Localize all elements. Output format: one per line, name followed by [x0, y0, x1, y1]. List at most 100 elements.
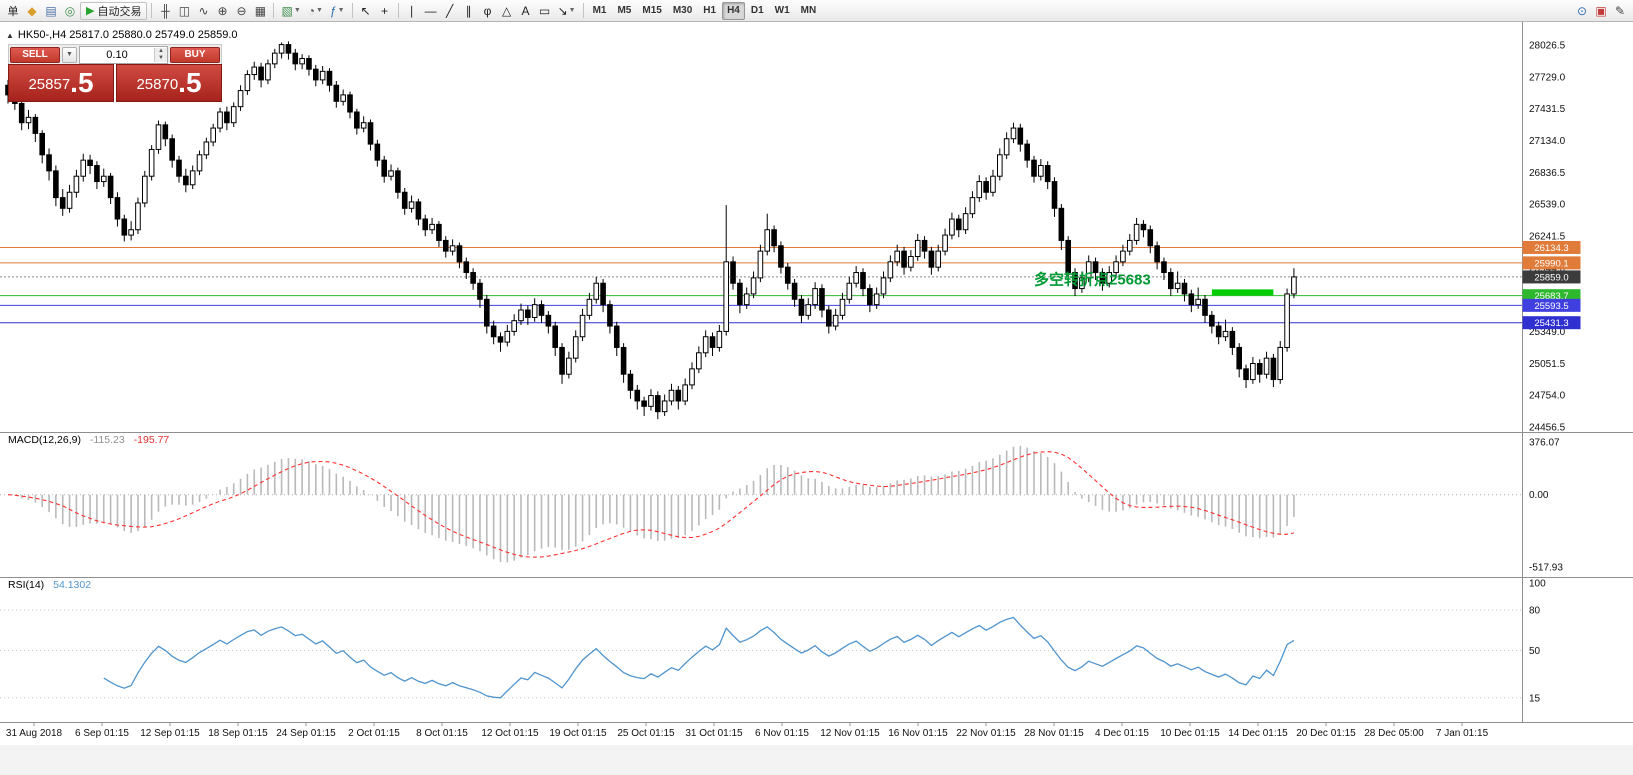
- arrows-tool-icon[interactable]: ↘ ▼: [555, 2, 579, 20]
- candle: [135, 202, 141, 231]
- trendline-icon[interactable]: ╱: [441, 2, 459, 20]
- candle: [1181, 282, 1188, 295]
- profiles-icon[interactable]: ◔ ▼: [305, 2, 326, 20]
- bar-chart-mode-icon[interactable]: ╫: [156, 2, 174, 20]
- order-options-dropdown[interactable]: ▼: [62, 46, 77, 63]
- candle: [723, 261, 730, 332]
- zoom-out-icon[interactable]: ⊖: [232, 2, 250, 20]
- vertical-line-icon[interactable]: ∣: [403, 2, 421, 20]
- panel-separators[interactable]: [0, 22, 1633, 723]
- text-label-icon[interactable]: ▭: [536, 2, 554, 20]
- new-order-label[interactable]: 单: [4, 2, 22, 20]
- candle: [497, 336, 504, 343]
- svg-text:25349.0: 25349.0: [1529, 327, 1566, 338]
- candle: [1126, 239, 1133, 252]
- candle: [545, 314, 552, 327]
- shapes-icon[interactable]: △: [498, 2, 516, 20]
- candle: [600, 282, 606, 306]
- crosshair-icon[interactable]: +: [376, 2, 394, 20]
- new-chart-icon[interactable]: ▧ ▼: [278, 2, 303, 20]
- timeframe-w1[interactable]: W1: [770, 2, 795, 20]
- data-window-icon-glyph: ▤: [45, 3, 57, 18]
- panel-collapse-icon[interactable]: ▲: [6, 30, 14, 40]
- svg-text:6 Nov 01:15: 6 Nov 01:15: [755, 728, 809, 739]
- volume-input[interactable]: [80, 47, 154, 62]
- timeframe-d1[interactable]: D1: [746, 2, 769, 20]
- buy-price-display[interactable]: 25870 .5: [116, 64, 222, 102]
- candle: [1079, 277, 1085, 290]
- candle: [709, 336, 716, 348]
- horizontal-line-icon[interactable]: —: [422, 2, 440, 20]
- candle: [531, 304, 538, 318]
- text-tool-icon[interactable]: A: [517, 2, 535, 20]
- svg-text:25431.3: 25431.3: [1534, 318, 1568, 329]
- candle: [100, 175, 107, 183]
- candle: [142, 175, 148, 204]
- cursor-icon[interactable]: ↖: [357, 2, 375, 20]
- candle: [333, 84, 340, 102]
- svg-text:31 Aug 2018: 31 Aug 2018: [6, 728, 63, 739]
- toolbar-separator: [582, 3, 584, 18]
- timeframe-m1[interactable]: M1: [588, 2, 612, 20]
- autotrade-button[interactable]: ▶ 自动交易: [80, 1, 148, 20]
- candle: [347, 94, 353, 113]
- channel-icon-glyph: ∥: [465, 3, 472, 18]
- timeframe-h1[interactable]: H1: [698, 2, 721, 20]
- candle: [1202, 298, 1208, 316]
- time-axis[interactable]: 31 Aug 2018 6 Sep 01:15 12 Sep 01:15 18 Sep…: [6, 722, 1489, 739]
- timeframe-mn[interactable]: MN: [796, 2, 822, 20]
- timeframe-m15[interactable]: M15: [637, 2, 666, 20]
- candle: [1140, 223, 1147, 231]
- price-axis[interactable]: 28026.5 27729.0 27431.5 27134.0 26836.5 26539…: [1529, 40, 1566, 433]
- candle: [121, 218, 128, 236]
- line-chart-mode-icon[interactable]: ∿: [194, 2, 212, 20]
- candle: [401, 191, 408, 209]
- chart-annotation[interactable]: 多空转折点25683: [1034, 270, 1274, 296]
- candle: [18, 102, 25, 124]
- timeframe-m30[interactable]: M30: [668, 2, 697, 20]
- svg-text:26836.5: 26836.5: [1529, 168, 1566, 179]
- chart-ohlc-label: ▲ HK50-,H4 25817.0 25880.0 25749.0 25859…: [6, 29, 238, 41]
- palette-icon[interactable]: ▣: [1592, 2, 1610, 20]
- svg-text:19 Oct 01:15: 19 Oct 01:15: [549, 728, 607, 739]
- candlestick-mode-icon[interactable]: ◫: [175, 2, 193, 20]
- candle: [1038, 165, 1044, 177]
- candle: [682, 384, 688, 402]
- zoom-in-icon[interactable]: ⊕: [213, 2, 231, 20]
- channel-icon[interactable]: ∥: [460, 2, 478, 20]
- sell-price-display[interactable]: 25857 .5: [8, 64, 114, 102]
- candle: [661, 400, 668, 413]
- candle: [1229, 330, 1236, 348]
- navigator-icon[interactable]: ◎: [61, 2, 79, 20]
- sell-button[interactable]: SELL: [10, 46, 60, 63]
- candle: [87, 159, 93, 167]
- chevron-down-icon: ▼: [293, 7, 301, 14]
- rsi-axis[interactable]: 100 80 50 15: [1529, 579, 1546, 705]
- tile-windows-icon[interactable]: ▦: [251, 2, 269, 20]
- candle: [415, 201, 422, 220]
- candle: [1051, 181, 1058, 209]
- macd-axis[interactable]: 376.07 0.00 -517.93: [1529, 438, 1563, 574]
- volume-decrease-icon[interactable]: ▼: [155, 54, 167, 62]
- volume-increase-icon[interactable]: ▲: [155, 47, 167, 55]
- svg-text:31 Oct 01:15: 31 Oct 01:15: [685, 728, 743, 739]
- indicators-icon[interactable]: ƒ ▼: [327, 2, 348, 20]
- candle: [183, 175, 189, 186]
- search-icon[interactable]: ⊙: [1573, 2, 1591, 20]
- candle: [1031, 159, 1037, 177]
- candle: [196, 154, 203, 172]
- fibonacci-icon[interactable]: φ: [479, 2, 497, 20]
- candle: [750, 277, 757, 295]
- buy-button[interactable]: BUY: [170, 46, 220, 63]
- timeframe-m5[interactable]: M5: [612, 2, 636, 20]
- candle: [921, 239, 928, 252]
- timeframe-h4[interactable]: H4: [722, 1, 745, 20]
- candle: [832, 314, 839, 327]
- data-window-icon[interactable]: ▤: [42, 2, 60, 20]
- market-watch-icon[interactable]: ◆: [23, 2, 41, 20]
- candle: [354, 111, 360, 129]
- candle: [525, 309, 531, 318]
- pencil-icon[interactable]: ✎: [1611, 2, 1629, 20]
- toolbar-separator: [151, 3, 153, 18]
- chart-canvas[interactable]: 多空转折点25683 28026.5 27729.0 27431.5 27134.0 26…: [0, 22, 1633, 775]
